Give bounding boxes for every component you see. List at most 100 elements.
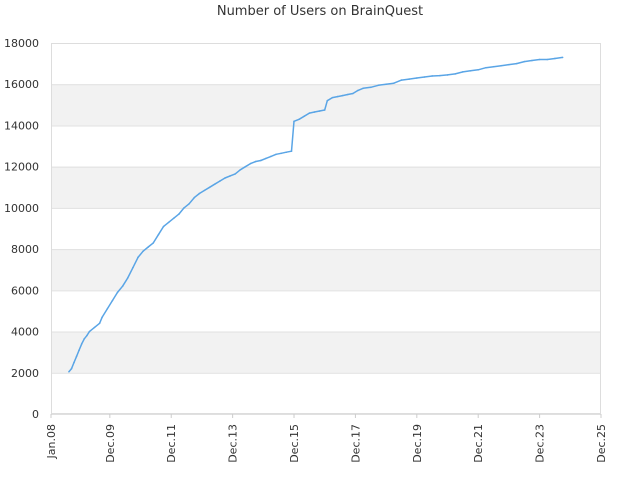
data-point	[75, 355, 78, 358]
data-point	[178, 213, 180, 215]
data-point	[70, 367, 73, 370]
data-point	[416, 77, 418, 79]
data-point	[152, 242, 155, 244]
data-point	[265, 157, 267, 160]
data-point	[323, 109, 326, 111]
x-tick-label: Dec.17	[349, 424, 362, 463]
data-point	[270, 155, 272, 158]
data-point	[331, 96, 334, 99]
y-tick-label: 2000	[11, 367, 39, 380]
data-point	[462, 71, 464, 73]
data-point	[492, 65, 495, 68]
data-point	[326, 99, 329, 102]
data-point	[485, 66, 487, 69]
data-point	[234, 173, 236, 175]
y-tick-label: 10000	[4, 202, 39, 215]
chart-title: Number of Users on BrainQuest	[216, 4, 424, 19]
data-point	[500, 64, 503, 67]
data-point	[132, 266, 134, 269]
data-point	[68, 370, 70, 373]
x-tick-label: Dec.15	[288, 424, 301, 463]
data-point	[244, 165, 247, 168]
data-point	[126, 277, 129, 279]
data-point	[193, 196, 196, 199]
x-tick-label: Dec.23	[534, 424, 547, 463]
data-point	[523, 60, 526, 63]
x-tick-label: Dec.19	[411, 424, 424, 463]
data-point	[249, 162, 252, 165]
data-point	[313, 111, 316, 113]
data-point	[318, 110, 321, 112]
data-point	[362, 87, 364, 90]
data-point	[454, 73, 456, 75]
data-point	[477, 68, 480, 71]
data-point	[213, 183, 216, 185]
data-point	[515, 62, 518, 65]
data-point	[431, 75, 433, 77]
data-point	[254, 160, 257, 163]
data-point	[219, 180, 221, 182]
data-point	[172, 217, 175, 219]
data-point	[346, 93, 349, 96]
data-point	[280, 152, 283, 155]
data-point	[423, 76, 426, 78]
x-tick-label: Dec.21	[472, 424, 485, 463]
data-point	[88, 330, 91, 333]
data-point	[142, 250, 144, 252]
data-point	[93, 326, 96, 329]
y-tick-label: 14000	[4, 119, 39, 132]
data-point	[285, 151, 288, 154]
data-point	[259, 159, 262, 162]
data-point	[98, 322, 101, 325]
data-point	[106, 308, 109, 310]
y-tick-label: 4000	[11, 326, 39, 339]
data-point	[157, 233, 160, 236]
data-point	[83, 337, 86, 340]
data-point	[336, 95, 339, 98]
x-tick-label: Dec.11	[165, 424, 178, 463]
data-point	[357, 89, 359, 92]
data-point	[229, 175, 231, 177]
data-point	[86, 334, 88, 337]
y-tick-label: 16000	[4, 78, 39, 91]
data-point	[290, 150, 293, 153]
series-line	[68, 56, 563, 373]
data-point	[308, 112, 311, 114]
data-point	[147, 246, 150, 248]
data-point	[203, 189, 206, 192]
data-point	[188, 202, 190, 205]
data-point	[239, 168, 242, 171]
data-point	[183, 207, 185, 209]
data-point	[408, 78, 410, 80]
data-point	[392, 82, 395, 84]
data-point	[293, 120, 295, 123]
data-point	[341, 94, 344, 97]
data-point	[385, 83, 387, 86]
y-tick-label: 12000	[4, 161, 39, 174]
data-point	[101, 316, 103, 318]
y-tick-label: 0	[32, 408, 39, 421]
data-point	[554, 57, 556, 60]
data-point	[275, 153, 277, 156]
data-point	[80, 343, 83, 345]
x-tick-label: Jan.08	[45, 424, 58, 459]
data-point	[531, 59, 533, 62]
y-tick-label: 8000	[11, 243, 39, 256]
plot-border	[51, 43, 601, 414]
data-point	[508, 63, 510, 66]
grid-band	[51, 166, 601, 208]
data-point	[298, 118, 300, 121]
data-point	[469, 70, 472, 72]
data-point	[198, 192, 201, 195]
data-point	[546, 58, 549, 61]
data-point	[538, 58, 541, 61]
data-point	[446, 74, 449, 76]
data-point	[439, 74, 441, 77]
grid-band	[51, 249, 601, 291]
data-point	[121, 285, 124, 288]
data-point	[561, 56, 564, 59]
data-point	[162, 225, 165, 228]
data-point	[116, 291, 119, 294]
data-point	[224, 177, 226, 179]
